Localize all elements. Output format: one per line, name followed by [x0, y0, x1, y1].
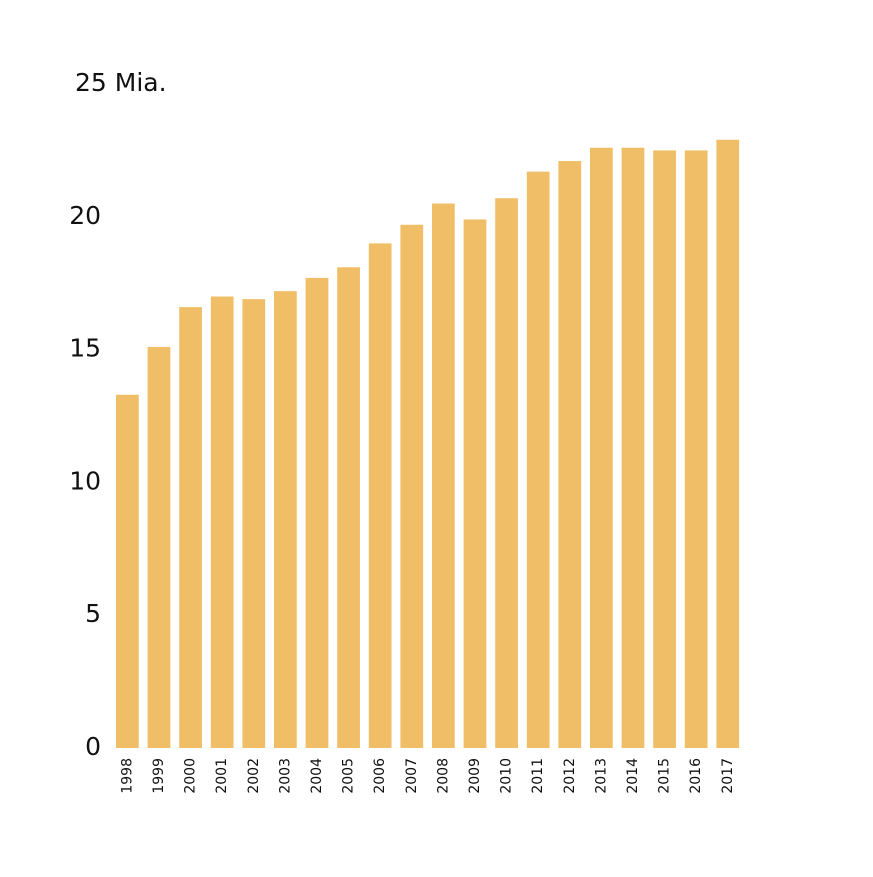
- x-tick-label-1999: 1999: [151, 758, 167, 794]
- bar-2000: [179, 307, 202, 748]
- x-tick-label-2001: 2001: [214, 758, 230, 794]
- bar-2008: [432, 203, 455, 748]
- bar-2017: [716, 139, 740, 748]
- x-tick-label-2004: 2004: [309, 758, 325, 794]
- x-tick-label-2000: 2000: [183, 758, 199, 794]
- x-tick-label-1998: 1998: [119, 758, 135, 794]
- bar-2011: [526, 171, 550, 748]
- x-tick-label-2015: 2015: [657, 758, 673, 794]
- x-tick-label-2012: 2012: [562, 758, 578, 794]
- bar-2010: [495, 198, 518, 748]
- x-tick-label-2013: 2013: [593, 758, 609, 794]
- bar-2003: [274, 291, 297, 748]
- bar-1999: [147, 346, 171, 748]
- bars-layer: [116, 139, 740, 749]
- bar-2006: [368, 243, 392, 749]
- y-axis-tick-labels: 0 5 10 15 20 25 Mia.: [69, 68, 166, 761]
- x-tick-label-2003: 2003: [277, 758, 293, 794]
- x-tick-label-2010: 2010: [499, 758, 515, 794]
- x-tick-label-2014: 2014: [625, 758, 641, 794]
- bar-2005: [337, 267, 360, 748]
- x-tick-label-2007: 2007: [404, 758, 420, 794]
- bar-2012: [558, 161, 582, 748]
- bar-2009: [463, 219, 487, 748]
- bar-2014: [621, 147, 645, 749]
- x-tick-label-2009: 2009: [467, 758, 483, 794]
- bar-2007: [400, 224, 424, 748]
- x-tick-label-2011: 2011: [530, 758, 546, 794]
- x-tick-label-2017: 2017: [720, 758, 736, 794]
- x-tick-label-2006: 2006: [372, 758, 388, 794]
- bar-2016: [684, 150, 708, 748]
- bar-2002: [242, 299, 266, 748]
- x-tick-label-2008: 2008: [435, 758, 451, 794]
- x-axis-tick-labels: 1998 1999 2000 2001 2002 2003 2004 2005 2006 2007…: [119, 758, 735, 794]
- y-tick-label-25: 25 Mia.: [75, 68, 167, 97]
- bar-1998: [116, 394, 139, 748]
- x-tick-label-2002: 2002: [246, 758, 262, 794]
- y-tick-label-20: 20: [69, 201, 101, 230]
- bar-2013: [590, 147, 613, 749]
- y-tick-label-5: 5: [85, 599, 101, 628]
- x-tick-label-2016: 2016: [688, 758, 704, 794]
- x-tick-label-2005: 2005: [341, 758, 357, 794]
- bar-2004: [305, 277, 329, 748]
- bar-2015: [653, 150, 676, 748]
- bar-2001: [210, 296, 234, 748]
- y-tick-label-15: 15: [69, 334, 101, 363]
- y-tick-label-10: 10: [69, 466, 101, 495]
- y-tick-label-0: 0: [85, 732, 101, 761]
